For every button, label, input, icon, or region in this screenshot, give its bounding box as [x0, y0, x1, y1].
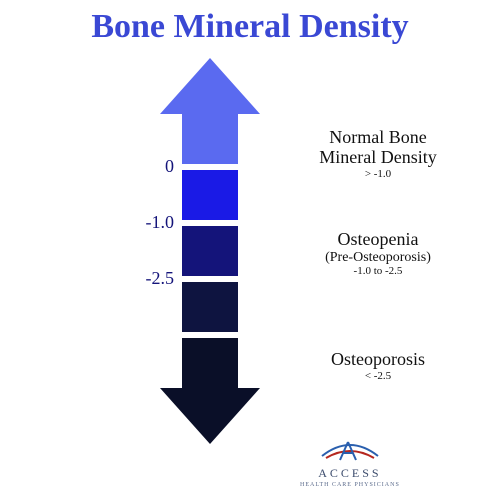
logo-sub-text: HEALTH CARE PHYSICIANS [300, 482, 400, 488]
category-osteoporosis-name: Osteoporosis [268, 350, 488, 370]
category-osteoporosis-range: < -2.5 [268, 370, 488, 382]
category-osteopenia: Osteopenia (Pre-Osteoporosis) -1.0 to -2… [268, 230, 488, 277]
category-osteopenia-range: -1.0 to -2.5 [268, 265, 488, 277]
category-osteopenia-name: Osteopenia [268, 230, 488, 250]
tick-1: -1.0 [122, 212, 174, 233]
canvas: Bone Mineral Density 0 -1.0 -2.5 Normal … [0, 0, 500, 500]
scale-block-3 [182, 282, 238, 332]
arrow-up-head [160, 58, 260, 114]
arrow-down-head [160, 388, 260, 444]
arrow-down-stem [182, 338, 238, 388]
access-logo: ACCESS HEALTH CARE PHYSICIANS [300, 440, 400, 488]
tick-2: -2.5 [122, 268, 174, 289]
scale-block-2 [182, 226, 238, 276]
page-title: Bone Mineral Density [0, 8, 500, 46]
category-osteopenia-sub: (Pre-Osteoporosis) [268, 250, 488, 265]
arrow-up-stem [182, 114, 238, 164]
tick-0: 0 [122, 156, 174, 177]
scale-block-1 [182, 170, 238, 220]
logo-main-text: ACCESS [318, 466, 381, 480]
category-normal-range: > -1.0 [268, 168, 488, 180]
category-normal-name: Normal BoneMineral Density [268, 128, 488, 168]
category-normal: Normal BoneMineral Density > -1.0 [268, 128, 488, 180]
category-osteoporosis: Osteoporosis < -2.5 [268, 350, 488, 382]
logo-swoosh-icon [320, 440, 380, 462]
